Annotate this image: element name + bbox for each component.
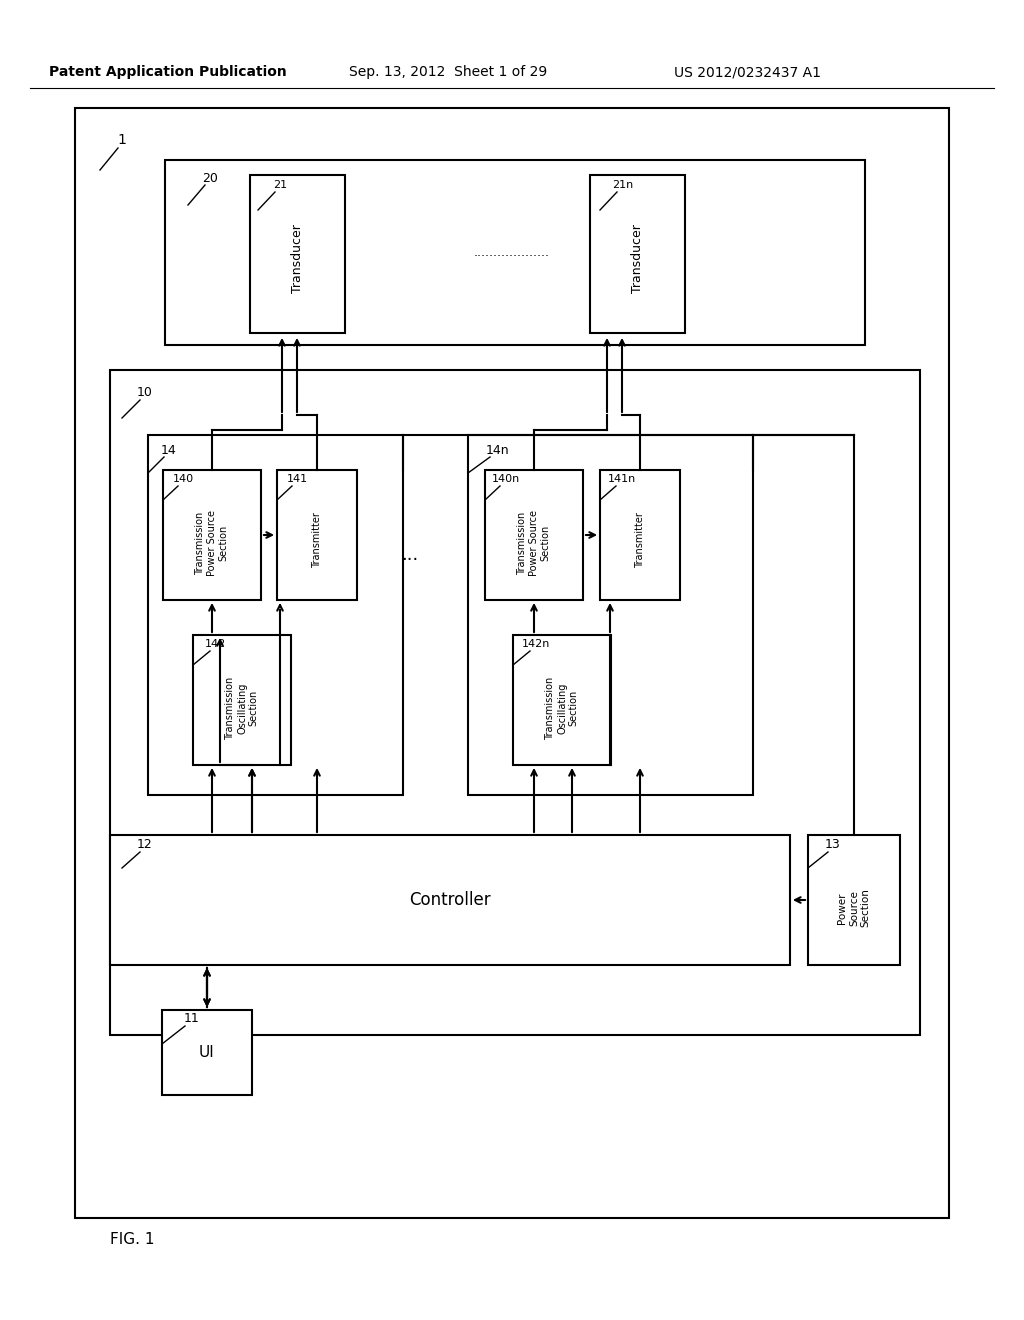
Bar <box>468 436 753 795</box>
Bar <box>165 160 865 345</box>
Text: 13: 13 <box>825 838 841 851</box>
Text: Transmitter: Transmitter <box>312 512 322 568</box>
Text: FIG. 1: FIG. 1 <box>110 1233 155 1247</box>
Text: 1: 1 <box>118 133 126 147</box>
Text: 142: 142 <box>205 639 225 649</box>
Text: ...................: ................... <box>474 247 550 260</box>
Text: Transmission
Power Source
Section: Transmission Power Source Section <box>196 510 228 576</box>
Text: 20: 20 <box>202 172 218 185</box>
Bar <box>163 470 261 601</box>
Bar <box>513 635 611 766</box>
Text: 10: 10 <box>137 385 153 399</box>
Text: Power
Source
Section: Power Source Section <box>838 888 870 928</box>
Text: Transmitter: Transmitter <box>635 512 645 568</box>
Text: 14: 14 <box>161 444 177 457</box>
Text: Transmission
Oscillating
Section: Transmission Oscillating Section <box>225 676 259 739</box>
Text: 11: 11 <box>184 1012 200 1026</box>
Bar <box>250 176 345 333</box>
Text: Sep. 13, 2012  Sheet 1 of 29: Sep. 13, 2012 Sheet 1 of 29 <box>349 65 547 79</box>
Bar <box>590 176 685 333</box>
Text: 14n: 14n <box>485 444 509 457</box>
Bar <box>110 370 920 1035</box>
Text: Transducer: Transducer <box>291 224 304 293</box>
Bar <box>600 470 680 601</box>
Bar <box>162 1010 252 1096</box>
Text: Patent Application Publication: Patent Application Publication <box>49 65 287 79</box>
Text: ...: ... <box>401 546 419 564</box>
Bar <box>485 470 583 601</box>
Bar <box>808 836 900 965</box>
Text: Transmission
Oscillating
Section: Transmission Oscillating Section <box>546 676 579 739</box>
Text: 142n: 142n <box>522 639 550 649</box>
Bar <box>110 836 790 965</box>
Bar <box>148 436 403 795</box>
Text: 140: 140 <box>172 474 194 484</box>
Text: 141n: 141n <box>608 474 636 484</box>
Text: US 2012/0232437 A1: US 2012/0232437 A1 <box>675 65 821 79</box>
Text: Controller: Controller <box>410 891 490 909</box>
Text: UI: UI <box>199 1045 215 1060</box>
Text: 12: 12 <box>137 838 153 851</box>
Text: 141: 141 <box>287 474 307 484</box>
Bar <box>278 470 357 601</box>
Text: 140n: 140n <box>492 474 520 484</box>
Text: Transmission
Power Source
Section: Transmission Power Source Section <box>517 510 551 576</box>
Bar <box>193 635 291 766</box>
Text: 21n: 21n <box>612 180 634 190</box>
Text: 21: 21 <box>273 180 287 190</box>
Bar <box>75 108 949 1218</box>
Text: Transducer: Transducer <box>631 224 644 293</box>
